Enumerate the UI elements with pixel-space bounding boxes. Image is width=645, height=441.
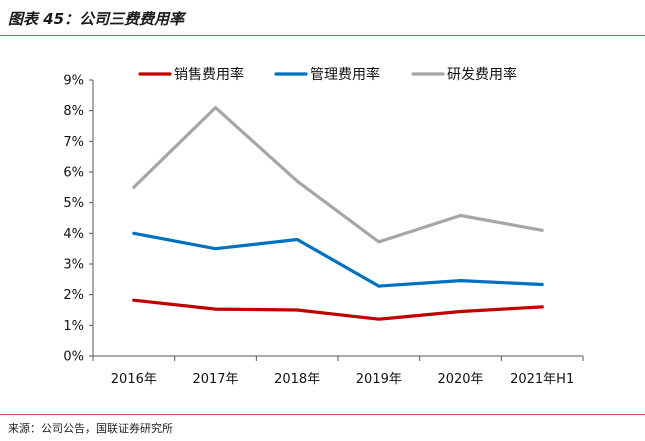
title-divider <box>0 35 645 36</box>
x-tick-label: 2021年H1 <box>510 372 574 387</box>
y-tick-label: 1% <box>63 319 84 334</box>
x-tick-label: 2016年 <box>111 372 157 387</box>
x-tick-label: 2020年 <box>437 372 483 387</box>
legend-label: 销售费用率 <box>174 66 244 83</box>
legend-label: 管理费用率 <box>310 66 380 83</box>
x-tick-label: 2017年 <box>192 372 238 387</box>
y-tick-label: 8% <box>63 104 84 119</box>
series-line <box>132 298 544 321</box>
legend-label: 研发费用率 <box>447 66 517 83</box>
series-line <box>132 105 544 244</box>
y-tick-label: 3% <box>63 258 84 273</box>
source-divider <box>0 414 645 415</box>
y-tick-label: 7% <box>63 135 84 150</box>
figure-title: 图表 45：公司三费费用率 <box>8 10 185 28</box>
x-tick-label: 2019年 <box>356 372 402 387</box>
series-line <box>132 231 544 288</box>
y-tick-label: 5% <box>63 196 84 211</box>
y-tick-label: 4% <box>63 227 84 242</box>
y-tick-label: 0% <box>63 350 84 365</box>
y-tick-label: 6% <box>63 166 84 181</box>
x-tick-label: 2018年 <box>274 372 320 387</box>
y-tick-label: 9% <box>63 74 84 89</box>
y-tick-label: 2% <box>63 288 84 303</box>
source-note: 来源：公司公告，国联证券研究所 <box>8 422 173 435</box>
